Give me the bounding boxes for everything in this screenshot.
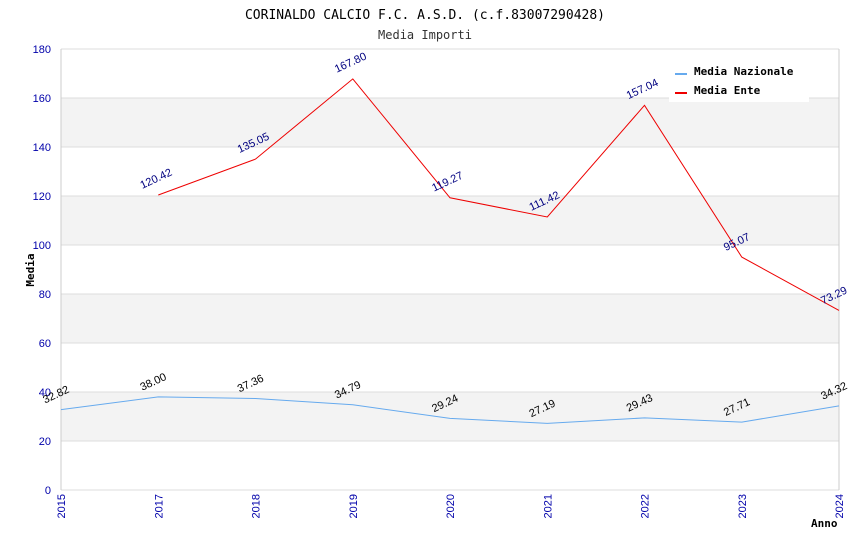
chart-title: CORINALDO CALCIO F.C. A.S.D. (c.f.830072…	[245, 8, 605, 23]
y-tick-label: 160	[33, 93, 51, 105]
y-tick-label: 20	[39, 436, 51, 448]
x-axis: 2015 2017 2018 2019 2020 2021 2022 2023 2024	[56, 494, 846, 518]
chart-subtitle: Media Importi	[378, 28, 472, 42]
x-tick-label: 2024	[834, 494, 846, 518]
legend-label: Media Ente	[694, 84, 761, 97]
x-tick-label: 2018	[251, 494, 263, 518]
y-tick-label: 80	[39, 289, 51, 301]
x-tick-label: 2017	[153, 494, 165, 518]
legend-label: Media Nazionale	[694, 65, 794, 78]
data-label: 119.27	[430, 170, 465, 195]
y-tick-label: 40	[39, 387, 51, 399]
grid-band	[61, 196, 839, 245]
grid-band	[61, 294, 839, 343]
y-tick-label: 120	[33, 191, 51, 203]
x-tick-label: 2019	[348, 494, 360, 518]
x-tick-label: 2023	[737, 494, 749, 518]
series-line-1	[158, 78, 840, 311]
x-tick-label: 2015	[56, 494, 68, 518]
data-label: 120.42	[138, 167, 174, 192]
y-tick-label: 140	[33, 142, 51, 154]
x-axis-label: Anno	[811, 517, 838, 530]
data-label: 167.80	[333, 51, 369, 76]
x-tick-label: 2022	[640, 494, 652, 518]
data-label: 38.00	[138, 371, 168, 394]
y-tick-label: 180	[33, 44, 51, 56]
legend-box	[669, 59, 809, 102]
grid-bands	[60, 48, 840, 491]
legend: Media Nazionale Media Ente	[669, 59, 809, 102]
y-tick-label: 100	[33, 240, 51, 252]
x-tick-label: 2020	[445, 494, 457, 518]
series-line-0	[60, 396, 840, 424]
y-axis-label: Media	[24, 253, 37, 286]
y-axis: 0 20 40 60 80 100 120 140 160 180	[33, 44, 51, 497]
x-tick-label: 2021	[542, 494, 554, 518]
grid-band	[61, 392, 839, 441]
y-tick-label: 60	[39, 338, 51, 350]
y-tick-label: 0	[45, 485, 51, 497]
grid-band	[61, 98, 839, 147]
